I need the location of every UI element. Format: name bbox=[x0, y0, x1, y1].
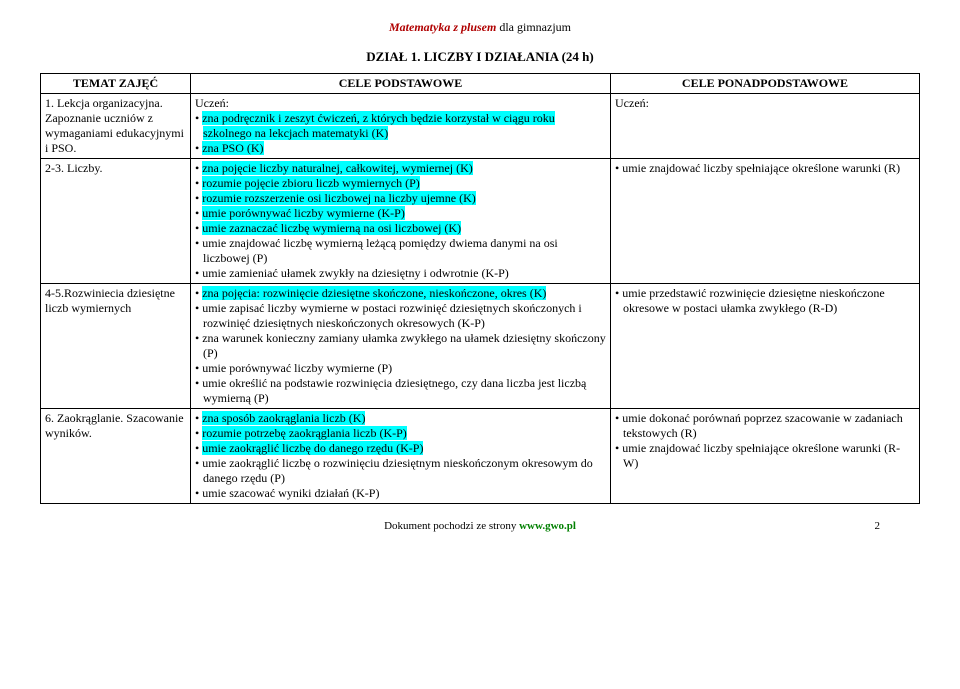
series-title: Matematyka z plusem dla gimnazjum bbox=[40, 20, 920, 35]
list-item: umie zaokrąglić liczbę do danego rzędu (… bbox=[195, 441, 606, 456]
header-basic: CELE PODSTAWOWE bbox=[191, 74, 611, 94]
list-item: umie porównywać liczby wymierne (P) bbox=[195, 361, 606, 376]
list-item: umie dokonać porównań poprzez szacowanie… bbox=[615, 411, 915, 441]
footer-text: Dokument pochodzi ze strony bbox=[384, 520, 519, 532]
list-item: rozumie rozszerzenie osi liczbowej na li… bbox=[195, 191, 606, 206]
list-item: rozumie pojęcie zbioru liczb wymiernych … bbox=[195, 176, 606, 191]
list-item: umie znajdować liczby spełniające określ… bbox=[615, 441, 915, 471]
list-item: umie określić na podstawie rozwinięcia d… bbox=[195, 376, 606, 406]
curriculum-table: TEMAT ZAJĘĆ CELE PODSTAWOWE CELE PONADPO… bbox=[40, 73, 920, 504]
table-row: 4-5.Rozwiniecia dziesiętne liczb wymiern… bbox=[41, 284, 920, 409]
basic-goals-cell: zna pojęcia: rozwinięcie dziesiętne skoń… bbox=[191, 284, 611, 409]
list-item: umie szacować wyniki działań (K-P) bbox=[195, 486, 606, 501]
advanced-goals-cell: Uczeń: bbox=[611, 94, 920, 159]
list-item: umie przedstawić rozwinięcie dziesiętne … bbox=[615, 286, 915, 316]
table-row: 1. Lekcja organizacyjna. Zapoznanie uczn… bbox=[41, 94, 920, 159]
list-item: umie znajdować liczby spełniające określ… bbox=[615, 161, 915, 176]
topic-cell: 1. Lekcja organizacyjna. Zapoznanie uczn… bbox=[41, 94, 191, 159]
footer-url: www.gwo.pl bbox=[519, 520, 576, 532]
uczen-label: Uczeń: bbox=[195, 96, 606, 111]
list-item: zna warunek konieczny zamiany ułamka zwy… bbox=[195, 331, 606, 361]
topic-cell: 6. Zaokrąglanie. Szacowanie wyników. bbox=[41, 409, 191, 504]
basic-goals-cell: Uczeń:zna podręcznik i zeszyt ćwiczeń, z… bbox=[191, 94, 611, 159]
header-advanced: CELE PONADPODSTAWOWE bbox=[611, 74, 920, 94]
list-item: umie zaznaczać liczbę wymierną na osi li… bbox=[195, 221, 606, 236]
list-item: umie zaokrąglić liczbę o rozwinięciu dzi… bbox=[195, 456, 606, 486]
list-item: umie zamieniać ułamek zwykły na dziesięt… bbox=[195, 266, 606, 281]
list-item: zna PSO (K) bbox=[195, 141, 606, 156]
list-item: umie zapisać liczby wymierne w postaci r… bbox=[195, 301, 606, 331]
list-item: umie porównywać liczby wymierne (K-P) bbox=[195, 206, 606, 221]
footer: Dokument pochodzi ze strony www.gwo.pl 2 bbox=[40, 520, 920, 532]
topic-cell: 4-5.Rozwiniecia dziesiętne liczb wymiern… bbox=[41, 284, 191, 409]
uczen-label: Uczeń: bbox=[615, 96, 915, 111]
list-item: zna sposób zaokrąglania liczb (K) bbox=[195, 411, 606, 426]
table-row: 2-3. Liczby. zna pojęcie liczby naturalne… bbox=[41, 159, 920, 284]
advanced-goals-cell: umie przedstawić rozwinięcie dziesiętne … bbox=[611, 284, 920, 409]
series-bold: Matematyka z plusem bbox=[389, 20, 496, 34]
advanced-goals-cell: umie znajdować liczby spełniające określ… bbox=[611, 159, 920, 284]
table-row: 6. Zaokrąglanie. Szacowanie wyników.zna … bbox=[41, 409, 920, 504]
section-title: DZIAŁ 1. LICZBY I DZIAŁANIA (24 h) bbox=[40, 49, 920, 65]
header-topic: TEMAT ZAJĘĆ bbox=[41, 74, 191, 94]
advanced-goals-cell: umie dokonać porównań poprzez szacowanie… bbox=[611, 409, 920, 504]
basic-goals-cell: zna pojęcie liczby naturalnej, całkowite… bbox=[191, 159, 611, 284]
list-item: zna pojęcie liczby naturalnej, całkowite… bbox=[195, 161, 606, 176]
list-item: rozumie potrzebę zaokrąglania liczb (K-P… bbox=[195, 426, 606, 441]
basic-goals-cell: zna sposób zaokrąglania liczb (K)rozumie… bbox=[191, 409, 611, 504]
list-item: umie znajdować liczbę wymierną leżącą po… bbox=[195, 236, 606, 266]
series-rest: dla gimnazjum bbox=[496, 20, 571, 34]
page-number: 2 bbox=[875, 520, 881, 532]
topic-cell: 2-3. Liczby. bbox=[41, 159, 191, 284]
list-item: zna podręcznik i zeszyt ćwiczeń, z który… bbox=[195, 111, 606, 141]
list-item: zna pojęcia: rozwinięcie dziesiętne skoń… bbox=[195, 286, 606, 301]
